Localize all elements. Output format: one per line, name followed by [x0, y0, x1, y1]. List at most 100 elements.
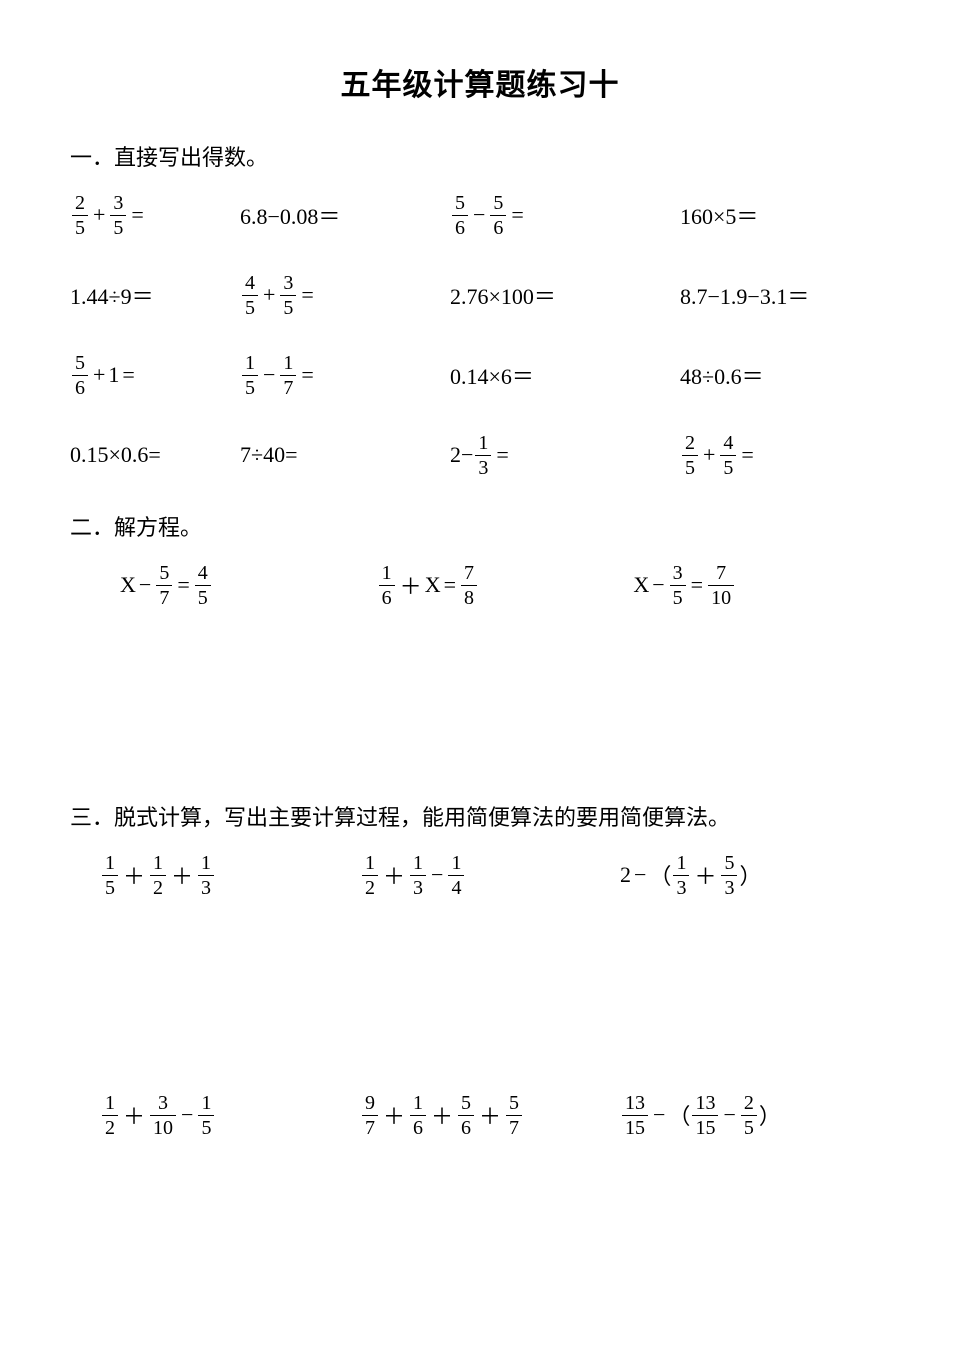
fraction: 56 — [490, 193, 506, 238]
var-x: X — [633, 572, 649, 598]
q2-eq-2: 16 ＋ X = 78 — [377, 563, 634, 608]
fraction: 710 — [708, 563, 734, 608]
op-minus: − — [136, 572, 154, 598]
q3-exp-6: 1315 − （ 1315 − 25 ） — [620, 1093, 880, 1138]
q1-r1-d: 160×5＝ — [680, 199, 880, 231]
fraction: 35 — [280, 273, 296, 318]
op-eq: = — [298, 362, 313, 388]
op-eq: = — [508, 202, 523, 228]
rparen: ） — [759, 1099, 781, 1131]
q3-exp-3: 2 − （ 13 ＋ 53 ） — [620, 853, 880, 898]
q1-r2-b: 45 + 35 = — [240, 273, 450, 318]
op-plus: + — [90, 202, 108, 228]
lparen: （ — [649, 859, 671, 891]
q2-eq-3: X − 35 = 710 — [633, 563, 890, 608]
fraction: 14 — [448, 853, 464, 898]
lparen: （ — [668, 1099, 690, 1131]
q2-row: X − 57 = 45 16 ＋ X = 78 X − 35 = 710 — [70, 560, 890, 610]
fraction: 1315 — [692, 1093, 718, 1138]
fraction: 97 — [362, 1093, 378, 1138]
page-title: 五年级计算题练习十 — [70, 60, 890, 104]
fraction: 16 — [379, 563, 395, 608]
fraction: 15 — [242, 353, 258, 398]
q3-row-1: 15 ＋ 12 ＋ 13 12 ＋ 13 − 14 2 − （ 13 ＋ 53 … — [70, 850, 890, 900]
op-minus: − — [470, 202, 488, 228]
q1-r3-c: 0.14×6＝ — [450, 359, 680, 391]
op-plus: ＋ — [120, 859, 148, 891]
workspace — [70, 640, 890, 790]
fraction: 310 — [150, 1093, 176, 1138]
fraction: 53 — [721, 853, 737, 898]
q1-r1-c: 56 − 56 = — [450, 193, 680, 238]
q1-r3-b: 15 − 17 = — [240, 353, 450, 398]
var-x: X — [425, 572, 441, 598]
op-plus: ＋ — [397, 569, 425, 601]
op-minus: − — [260, 362, 278, 388]
op-plus: + — [260, 282, 278, 308]
literal-twominus: 2− — [450, 442, 473, 468]
q2-eq-1: X − 57 = 45 — [120, 563, 377, 608]
fraction: 56 — [452, 193, 468, 238]
fraction: 57 — [156, 563, 172, 608]
fraction: 13 — [475, 433, 491, 478]
fraction: 12 — [362, 853, 378, 898]
fraction: 25 — [741, 1093, 757, 1138]
fraction: 13 — [410, 853, 426, 898]
q1-r2-c: 2.76×100＝ — [450, 279, 680, 311]
fraction: 35 — [110, 193, 126, 238]
fraction: 13 — [673, 853, 689, 898]
op-plus: + — [90, 362, 108, 388]
q1-r4-c: 2− 13 = — [450, 433, 680, 478]
q1-row-3: 56 + 1 = 15 − 17 = 0.14×6＝ 48÷0.6＝ — [70, 350, 890, 400]
section-2-heading: 二．解方程。 — [70, 510, 890, 542]
op-eq: = — [298, 282, 313, 308]
fraction: 25 — [72, 193, 88, 238]
fraction: 56 — [72, 353, 88, 398]
op-eq: = — [119, 362, 134, 388]
q1-row-4: 0.15×0.6= 7÷40= 2− 13 = 25 + 45 = — [70, 430, 890, 480]
q1-r4-a: 0.15×0.6= — [70, 442, 240, 468]
op-eq: = — [128, 202, 143, 228]
fraction: 16 — [410, 1093, 426, 1138]
rparen: ） — [739, 859, 761, 891]
op-eq: = — [441, 572, 459, 598]
fraction: 1315 — [622, 1093, 648, 1138]
op-plus: ＋ — [168, 859, 196, 891]
fraction: 12 — [150, 853, 166, 898]
q1-r2-a: 1.44÷9＝ — [70, 279, 240, 311]
q3-exp-5: 97 ＋ 16 ＋ 56 ＋ 57 — [360, 1093, 620, 1138]
op-plus: ＋ — [428, 1099, 456, 1131]
fraction: 15 — [102, 853, 118, 898]
q1-row-2: 1.44÷9＝ 45 + 35 = 2.76×100＝ 8.7−1.9−3.1＝ — [70, 270, 890, 320]
fraction: 17 — [280, 353, 296, 398]
op-eq: = — [688, 572, 706, 598]
op-minus: − — [178, 1102, 196, 1128]
op-plus: ＋ — [380, 1099, 408, 1131]
section-1-heading: 一．直接写出得数。 — [70, 140, 890, 172]
fraction: 57 — [506, 1093, 522, 1138]
q3-exp-1: 15 ＋ 12 ＋ 13 — [100, 853, 360, 898]
op-minus: − — [428, 862, 446, 888]
op-eq: = — [174, 572, 192, 598]
op-plus: ＋ — [380, 859, 408, 891]
op-plus: + — [700, 442, 718, 468]
q1-r1-b: 6.8−0.08＝ — [240, 199, 450, 231]
q1-r4-b: 7÷40= — [240, 442, 450, 468]
literal-one: 1 — [108, 362, 119, 388]
fraction: 35 — [670, 563, 686, 608]
var-x: X — [120, 572, 136, 598]
op-minus: − — [720, 1102, 738, 1128]
op-minus: − — [650, 1102, 668, 1128]
fraction: 45 — [720, 433, 736, 478]
q1-r2-d: 8.7−1.9−3.1＝ — [680, 279, 880, 311]
section-3-heading: 三．脱式计算，写出主要计算过程，能用简便算法的要用简便算法。 — [70, 800, 890, 832]
op-eq: = — [738, 442, 753, 468]
literal-two: 2 — [620, 862, 631, 888]
fraction: 78 — [461, 563, 477, 608]
q3-exp-2: 12 ＋ 13 − 14 — [360, 853, 620, 898]
workspace — [70, 930, 890, 1090]
fraction: 25 — [682, 433, 698, 478]
fraction: 45 — [195, 563, 211, 608]
op-eq: = — [493, 442, 508, 468]
op-plus: ＋ — [120, 1099, 148, 1131]
